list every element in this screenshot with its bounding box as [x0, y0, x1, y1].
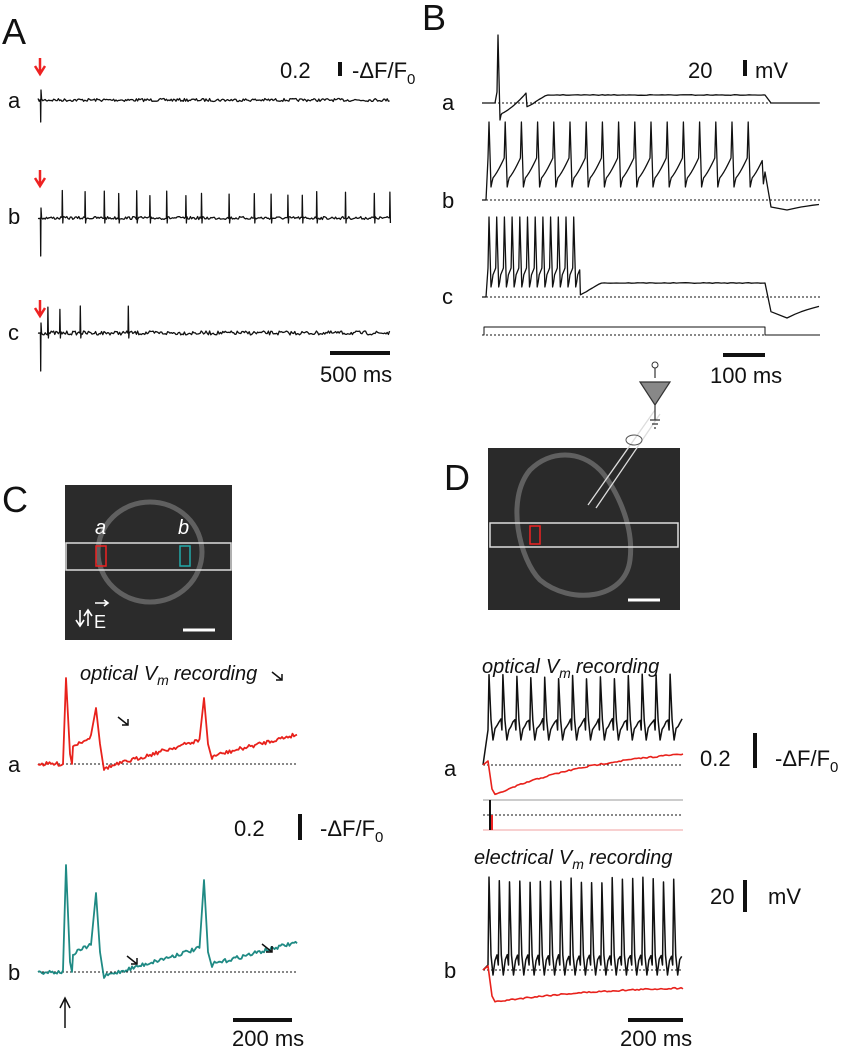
trace-label: a — [442, 90, 455, 115]
trace-label: c — [8, 320, 19, 345]
time-scale: 500 ms — [320, 362, 392, 387]
roi-label: b — [178, 517, 189, 539]
scale-unit: mV — [768, 884, 801, 909]
caption: optical Vm recording — [482, 656, 659, 681]
trace — [37, 89, 390, 123]
amplifier — [638, 368, 672, 429]
trace-label: a — [8, 752, 21, 777]
trace — [482, 34, 819, 121]
scale-value: 20 — [710, 884, 734, 909]
trace-label: a — [8, 88, 21, 113]
trace — [482, 965, 684, 1003]
roi — [529, 525, 541, 545]
scale-unit: mV — [755, 58, 788, 83]
scale-unit: -ΔF/F0 — [320, 816, 383, 846]
caption: optical Vm recording — [80, 663, 257, 688]
pointer-arrow — [261, 943, 273, 953]
scale-value: 0.2 — [234, 816, 265, 841]
trace — [482, 876, 683, 976]
panel-label: B — [422, 0, 446, 38]
roi — [95, 545, 107, 567]
amplifier-node — [651, 361, 659, 369]
roi-box — [65, 542, 232, 571]
micrograph — [65, 485, 232, 640]
panel-label: D — [444, 457, 470, 498]
trace-label: b — [442, 188, 454, 213]
pointer-arrow — [126, 955, 138, 965]
pipette — [587, 409, 661, 509]
trace-label: a — [444, 756, 457, 781]
trace — [37, 677, 298, 771]
scale-unit: -ΔF/F0 — [775, 746, 838, 776]
pipette-holder — [625, 434, 643, 446]
scale-unit: -ΔF/F0 — [352, 58, 415, 88]
time-scale: 100 ms — [710, 363, 782, 388]
field-label: E — [94, 612, 106, 632]
field-arrows — [75, 599, 110, 628]
trace-label: b — [444, 958, 456, 983]
roi — [179, 545, 191, 567]
roi-label: a — [95, 517, 106, 539]
stimulus-arrow — [59, 996, 71, 1028]
stim-arrow — [33, 170, 47, 189]
scale-value: 20 — [688, 58, 712, 83]
trace — [482, 753, 684, 796]
roi-box — [489, 522, 679, 548]
cell — [95, 499, 205, 605]
trace — [482, 121, 820, 211]
pointer-arrow — [117, 716, 129, 726]
panel-label: C — [2, 479, 28, 520]
scale-value: 0.2 — [700, 746, 731, 771]
trace-label: b — [8, 204, 20, 229]
trace — [482, 326, 820, 336]
stim-arrow — [33, 300, 47, 319]
trace-label: b — [8, 960, 20, 985]
caption: electrical Vm recording — [474, 847, 672, 872]
trace — [482, 216, 820, 319]
trace — [482, 673, 683, 766]
trace — [37, 864, 298, 979]
scale-value: 0.2 — [280, 58, 311, 83]
trace — [37, 189, 392, 257]
trace-label: c — [442, 284, 453, 309]
time-scale: 200 ms — [232, 1026, 304, 1050]
panel-label: A — [2, 11, 26, 52]
trace — [37, 305, 391, 372]
pointer-arrow — [271, 671, 283, 681]
time-scale: 200 ms — [620, 1026, 692, 1050]
stim-arrow — [33, 58, 47, 77]
